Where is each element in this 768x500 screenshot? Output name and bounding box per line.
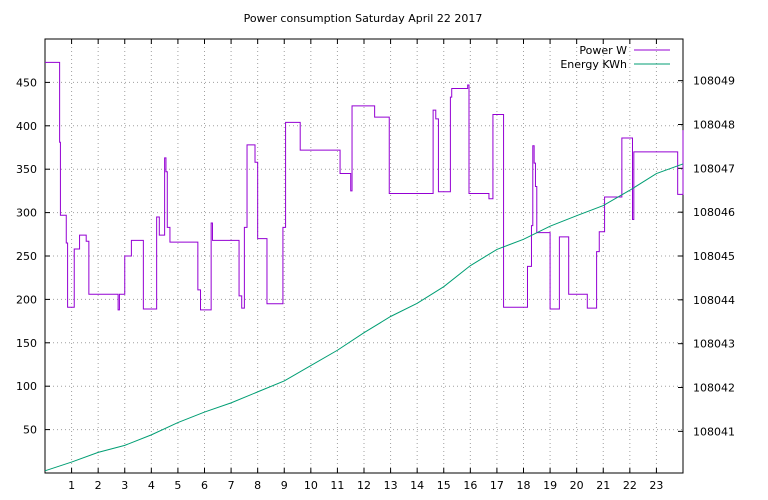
x-tick-label: 21	[596, 479, 610, 492]
x-tick-label: 19	[543, 479, 557, 492]
legend: Power W Energy KWh	[560, 44, 670, 71]
y2-tick-label: 108045	[693, 250, 735, 263]
x-tick-label: 17	[490, 479, 504, 492]
y2-tick-label: 108043	[693, 338, 735, 351]
y2-tick-label: 108041	[693, 425, 735, 438]
y2-tick-label: 108044	[693, 294, 735, 307]
series-lines	[44, 61, 684, 472]
x-tick-label: 6	[201, 479, 208, 492]
x-tick-label: 10	[304, 479, 318, 492]
x-tick-label: 9	[281, 479, 288, 492]
y2-tick-label: 108042	[693, 382, 735, 395]
y-tick-label: 150	[16, 337, 37, 350]
x-tick-label: 2	[95, 479, 102, 492]
y2-tick-label: 108049	[693, 75, 735, 88]
x-tick-label: 23	[649, 479, 663, 492]
y-tick-label: 50	[23, 424, 37, 437]
grid-lines	[45, 39, 683, 473]
y2-tick-label: 108047	[693, 162, 735, 175]
y2-tick-label: 108048	[693, 118, 735, 131]
axes: 1 2 3 4 5 6 7 8 9 10 11 12 13 14 15 16 17 18 19 20 21 22 23501…	[16, 38, 735, 492]
legend-label-energy: Energy KWh	[560, 58, 627, 71]
x-tick-label: 11	[330, 479, 344, 492]
y-tick-label: 300	[16, 207, 37, 220]
x-tick-label: 7	[228, 479, 235, 492]
x-tick-label: 13	[384, 479, 398, 492]
x-tick-label: 20	[570, 479, 584, 492]
power-series-line	[45, 61, 684, 311]
y-tick-label: 400	[16, 120, 37, 133]
x-tick-label: 1	[68, 479, 75, 492]
x-tick-label: 22	[623, 479, 637, 492]
y-tick-label: 100	[16, 380, 37, 393]
y-tick-label: 250	[16, 250, 37, 263]
energy-series-line	[44, 163, 684, 472]
x-tick-label: 16	[463, 479, 477, 492]
plot-frame	[44, 38, 684, 474]
x-tick-label: 18	[517, 479, 531, 492]
x-tick-label: 15	[437, 479, 451, 492]
chart-title: Power consumption Saturday April 22 2017	[244, 12, 483, 25]
y-tick-label: 200	[16, 293, 37, 306]
x-tick-label: 12	[357, 479, 371, 492]
x-tick-label: 8	[254, 479, 261, 492]
y-tick-label: 450	[16, 76, 37, 89]
x-tick-label: 3	[121, 479, 128, 492]
x-tick-label: 5	[174, 479, 181, 492]
y-tick-label: 350	[16, 163, 37, 176]
x-tick-label: 14	[410, 479, 424, 492]
y2-tick-label: 108046	[693, 206, 735, 219]
x-tick-label: 4	[148, 479, 155, 492]
legend-label-power: Power W	[579, 44, 627, 57]
